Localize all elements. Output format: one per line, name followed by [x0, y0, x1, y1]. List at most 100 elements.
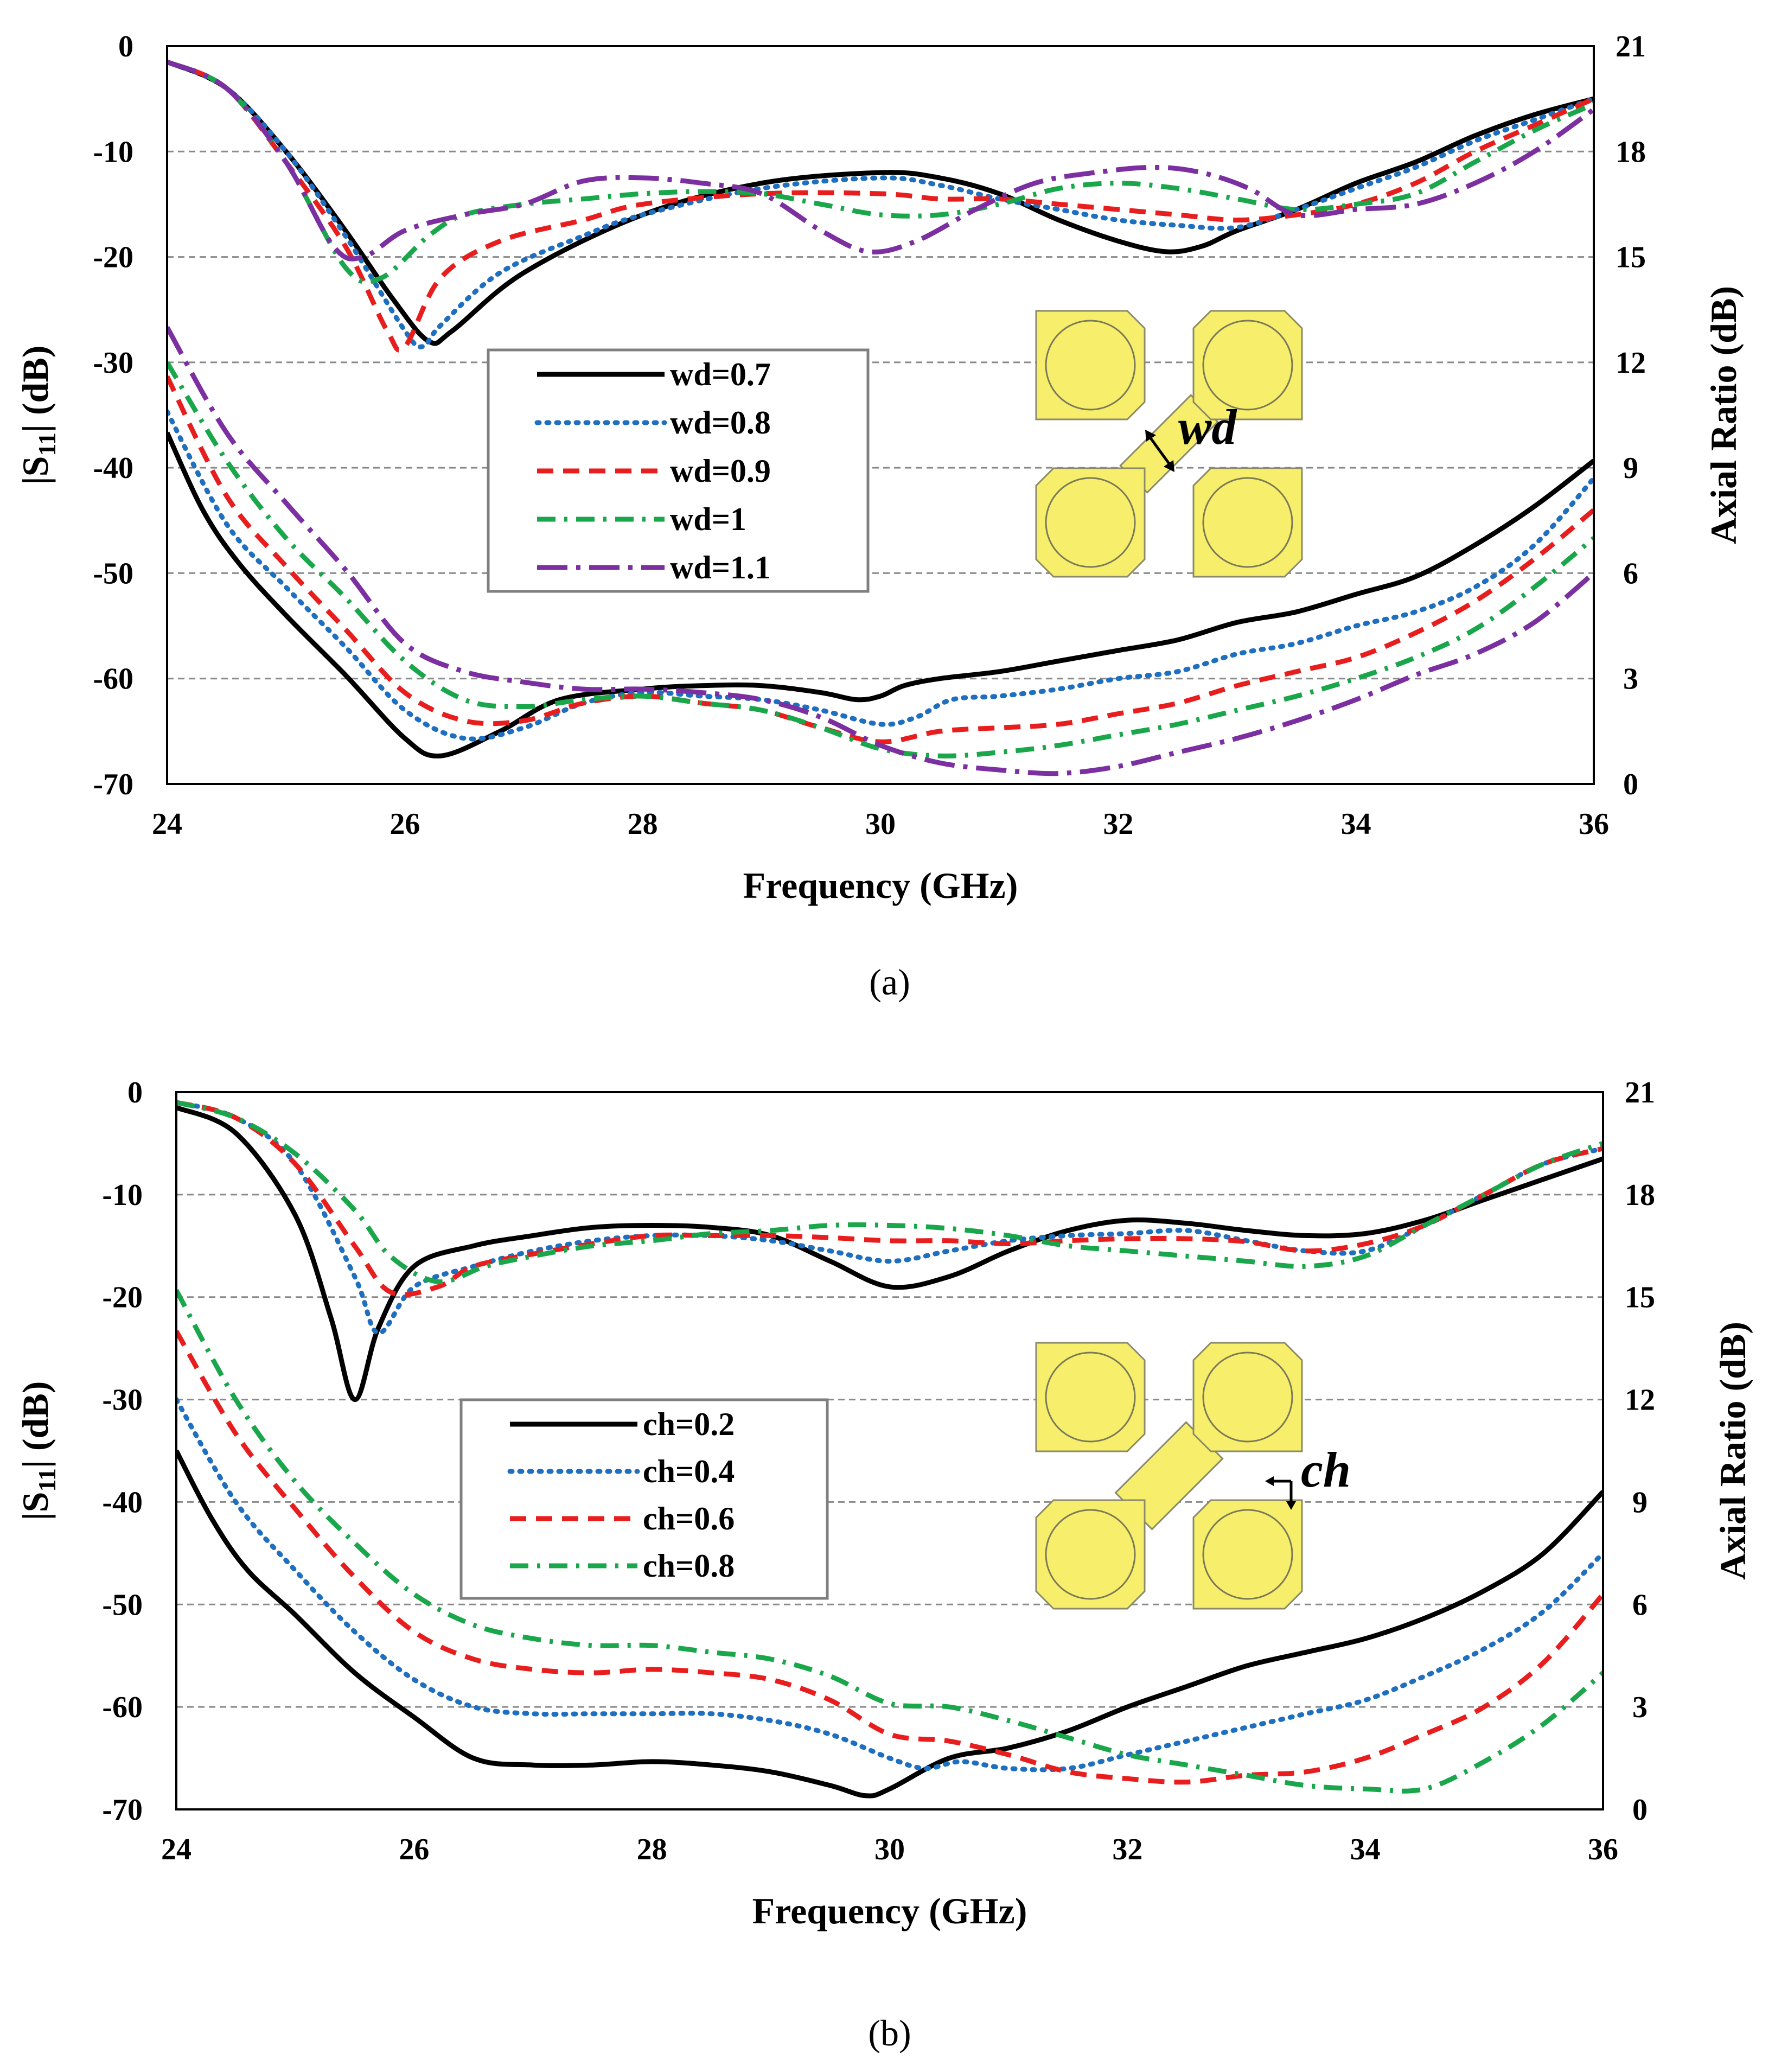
- antenna-inset: wd: [1035, 310, 1303, 578]
- arrowhead: [1164, 460, 1174, 472]
- dimension-label: ch: [1301, 1442, 1351, 1497]
- x-tick-label: 34: [1350, 1833, 1381, 1866]
- axial-ratio-line-wd=1: [167, 361, 1594, 758]
- y-left-tick-label: -10: [93, 135, 133, 169]
- axial-ratio-line-ch=0.2: [176, 1449, 1603, 1799]
- y-right-tick-label: 6: [1632, 1588, 1648, 1622]
- y-left-tick-label: -70: [102, 1793, 143, 1827]
- y-left-tick-label: -20: [93, 241, 133, 275]
- x-tick-label: 34: [1341, 807, 1371, 841]
- y-right-tick-label: 9: [1623, 451, 1638, 485]
- y-left-axis-title-sub: 11: [33, 1468, 61, 1491]
- y-right-tick-label: 18: [1625, 1178, 1655, 1212]
- x-tick-label: 30: [865, 807, 896, 841]
- antenna-inset: ch: [1035, 1342, 1351, 1610]
- legend-label: wd=1: [670, 501, 746, 537]
- legend-label: ch=0.2: [643, 1406, 735, 1442]
- plot-frame: [175, 1091, 1604, 1810]
- legend-label: wd=0.8: [670, 405, 771, 441]
- panel-caption: (b): [868, 2012, 911, 2054]
- axial-ratio-line-wd=1.1: [167, 326, 1594, 776]
- s11-line-ch=0.6: [176, 1100, 1603, 1297]
- y-left-axis-title-main: |S: [15, 1492, 56, 1521]
- y-left-tick-label: -40: [102, 1486, 143, 1519]
- y-right-axis-title: Axial Ratio (dB): [1703, 286, 1744, 544]
- y-left-tick-label: -60: [102, 1691, 143, 1724]
- y-right-axis-title: Axial Ratio (dB): [1712, 1322, 1753, 1580]
- y-left-tick-label: 0: [127, 1076, 143, 1110]
- panel-caption: (a): [869, 961, 910, 1003]
- patch-ring: [1045, 477, 1136, 568]
- arrowhead: [1286, 1501, 1296, 1510]
- x-tick-label: 28: [628, 807, 658, 841]
- y-left-axis-title: |S11| (dB): [15, 1381, 61, 1521]
- axial-ratio-line-ch=0.4: [176, 1397, 1603, 1773]
- plot-frame: [166, 45, 1595, 785]
- x-axis-title: Frequency (GHz): [752, 1890, 1027, 1931]
- arrowhead: [1145, 430, 1156, 442]
- y-right-tick-label: 6: [1623, 557, 1638, 590]
- x-tick-label: 32: [1103, 807, 1133, 841]
- y-right-tick-label: 0: [1623, 768, 1638, 801]
- y-left-axis-title-sub: 11: [33, 432, 61, 456]
- axial-ratio-line-wd=0.8: [167, 409, 1594, 742]
- y-right-tick-label: 21: [1625, 1076, 1655, 1110]
- s11-line-ch=0.2: [176, 1105, 1603, 1402]
- y-right-tick-label: 3: [1632, 1691, 1648, 1724]
- x-axis-title: Frequency (GHz): [743, 865, 1018, 906]
- s11-line-wd=1: [167, 59, 1594, 285]
- y-right-tick-label: 12: [1625, 1384, 1655, 1417]
- x-tick-label: 26: [390, 807, 420, 841]
- y-right-tick-label: 15: [1625, 1281, 1655, 1315]
- y-left-tick-label: 0: [118, 30, 133, 63]
- x-tick-label: 36: [1579, 807, 1609, 841]
- patch-ring: [1202, 477, 1293, 568]
- legend: ch=0.2 ch=0.4 ch=0.6 ch=0.8: [459, 1398, 829, 1600]
- s11-line-wd=1.1: [167, 59, 1594, 262]
- plot-area: [167, 59, 1594, 776]
- y-right-tick-label: 15: [1616, 241, 1646, 275]
- y-right-tick-label: 18: [1616, 135, 1646, 169]
- y-left-tick-label: -70: [93, 768, 133, 801]
- plot-area: [176, 1100, 1603, 1799]
- x-tick-label: 36: [1588, 1833, 1618, 1866]
- panel-b: 24 26 28 30 32 34 360-10-20-30-40-50-60-702118…: [15, 1076, 1753, 2054]
- gridlines: [176, 1194, 1603, 1708]
- y-left-axis-title-main: |S: [15, 456, 56, 485]
- legend-label: ch=0.6: [643, 1501, 735, 1537]
- legend-label: wd=1.1: [670, 550, 771, 585]
- axial-ratio-line-wd=0.7: [167, 431, 1594, 758]
- x-tick-label: 24: [161, 1833, 191, 1866]
- y-left-tick-label: -50: [93, 557, 133, 590]
- legend-label: wd=0.9: [670, 453, 771, 489]
- y-left-tick-label: -60: [93, 662, 133, 696]
- y-left-tick-label: -40: [93, 451, 133, 485]
- gridlines: [167, 150, 1594, 680]
- s11-line-wd=0.8: [167, 59, 1594, 350]
- axial-ratio-line-wd=0.9: [167, 375, 1594, 744]
- x-tick-label: 30: [874, 1833, 905, 1866]
- y-left-tick-label: -30: [93, 346, 133, 380]
- x-tick-label: 26: [399, 1833, 429, 1866]
- panel-a: 24 26 28 30 32 34 360-10-20-30-40-50-60-702118…: [15, 30, 1744, 1003]
- patch-ring: [1045, 1351, 1136, 1443]
- patch-ring: [1045, 1509, 1136, 1600]
- dimension-label: wd: [1178, 399, 1237, 455]
- y-left-tick-label: -10: [102, 1178, 143, 1212]
- y-right-tick-label: 0: [1632, 1793, 1648, 1827]
- dimension-arrow: [1147, 434, 1173, 468]
- arrowhead: [1265, 1476, 1274, 1486]
- patch-ring: [1045, 320, 1136, 411]
- x-tick-label: 24: [152, 807, 182, 841]
- y-right-tick-label: 12: [1616, 346, 1646, 380]
- y-left-tick-label: -50: [102, 1588, 143, 1622]
- x-tick-label: 28: [637, 1833, 667, 1866]
- legend-label: ch=0.4: [643, 1453, 735, 1489]
- y-right-tick-label: 9: [1632, 1486, 1648, 1519]
- axial-ratio-line-ch=0.8: [176, 1289, 1603, 1794]
- patch-ring: [1202, 320, 1293, 411]
- y-left-axis-title-tail: | (dB): [15, 1381, 56, 1468]
- legend-label: wd=0.7: [670, 356, 771, 392]
- y-left-axis-title: |S11| (dB): [15, 346, 61, 485]
- patch-ring: [1202, 1351, 1293, 1443]
